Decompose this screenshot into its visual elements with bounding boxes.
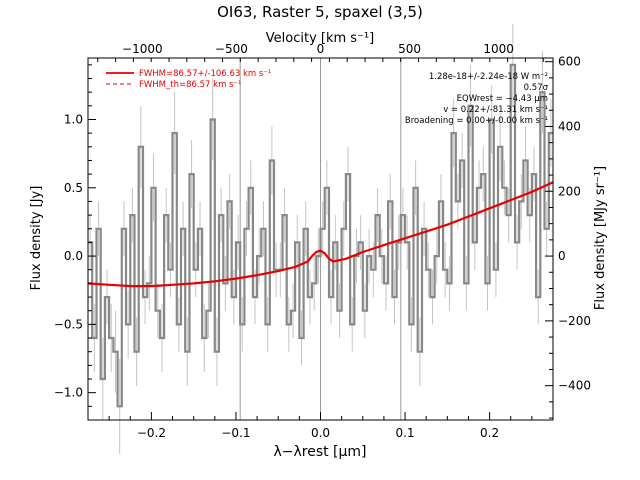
- y-tick-label: −0.5: [54, 317, 83, 331]
- y-tick-label: −1.0: [54, 386, 83, 400]
- x-tick-label: −0.1: [221, 426, 250, 440]
- x-tick-label: 0.1: [395, 426, 414, 440]
- top-tick-label: 500: [398, 42, 421, 56]
- right-tick-label: −200: [558, 314, 591, 328]
- fit-line: [87, 181, 554, 288]
- axes: −0.2 −0.1 0.0 0.1 0.2 −1.0 −0.5 0.0 0.5 1.0 −1000 −…: [54, 42, 591, 440]
- right-tick-label: 0: [558, 249, 566, 263]
- top-tick-label: 1000: [483, 42, 514, 56]
- annotation-text: v = 0.22+/-81.31 km s⁻¹: [443, 105, 548, 115]
- annotation-text: Broadening = 0.00+/-0.00 km s⁻¹: [405, 116, 548, 126]
- x-tick-label: −0.2: [137, 426, 166, 440]
- top-tick-label: −500: [215, 42, 248, 56]
- spectrum-steps: [88, 63, 553, 408]
- top-tick-label: 0: [317, 42, 325, 56]
- top-axis-label: Velocity [km s⁻¹]: [266, 31, 374, 46]
- x-axis-label: λ−λrest [μm]: [273, 444, 366, 460]
- x-tick-label: 0.0: [311, 426, 330, 440]
- top-tick-label: −1000: [122, 42, 163, 56]
- right-tick-label: 400: [558, 119, 581, 133]
- legend-label: FWHM=86.57+/-106.63 km s⁻¹: [139, 69, 271, 79]
- y-tick-label: 0.0: [64, 249, 83, 263]
- x-tick-label: 0.2: [480, 426, 499, 440]
- right-axis-label: Flux density [MJy sr⁻¹]: [593, 166, 608, 310]
- annotation-text: EQWrest = −4.43 μm: [457, 94, 548, 104]
- annotation-text: 1.28e-18+/-2.24e-18 W m⁻²: [429, 72, 548, 82]
- y-axis-label: Flux density [Jy]: [29, 186, 44, 291]
- annotation-text: 0.57σ: [524, 83, 549, 93]
- y-tick-label: 1.0: [64, 112, 83, 126]
- legend-label: FWHM_th=86.57 km s⁻¹: [139, 80, 241, 90]
- right-tick-label: −400: [558, 379, 591, 393]
- chart-title: OI63, Raster 5, spaxel (3,5): [217, 3, 423, 21]
- data-series: [87, 23, 554, 455]
- y-tick-label: 0.5: [64, 181, 83, 195]
- right-tick-label: 200: [558, 184, 581, 198]
- legend: FWHM=86.57+/-106.63 km s⁻¹FWHM_th=86.57 …: [106, 69, 271, 90]
- right-tick-label: 600: [558, 55, 581, 69]
